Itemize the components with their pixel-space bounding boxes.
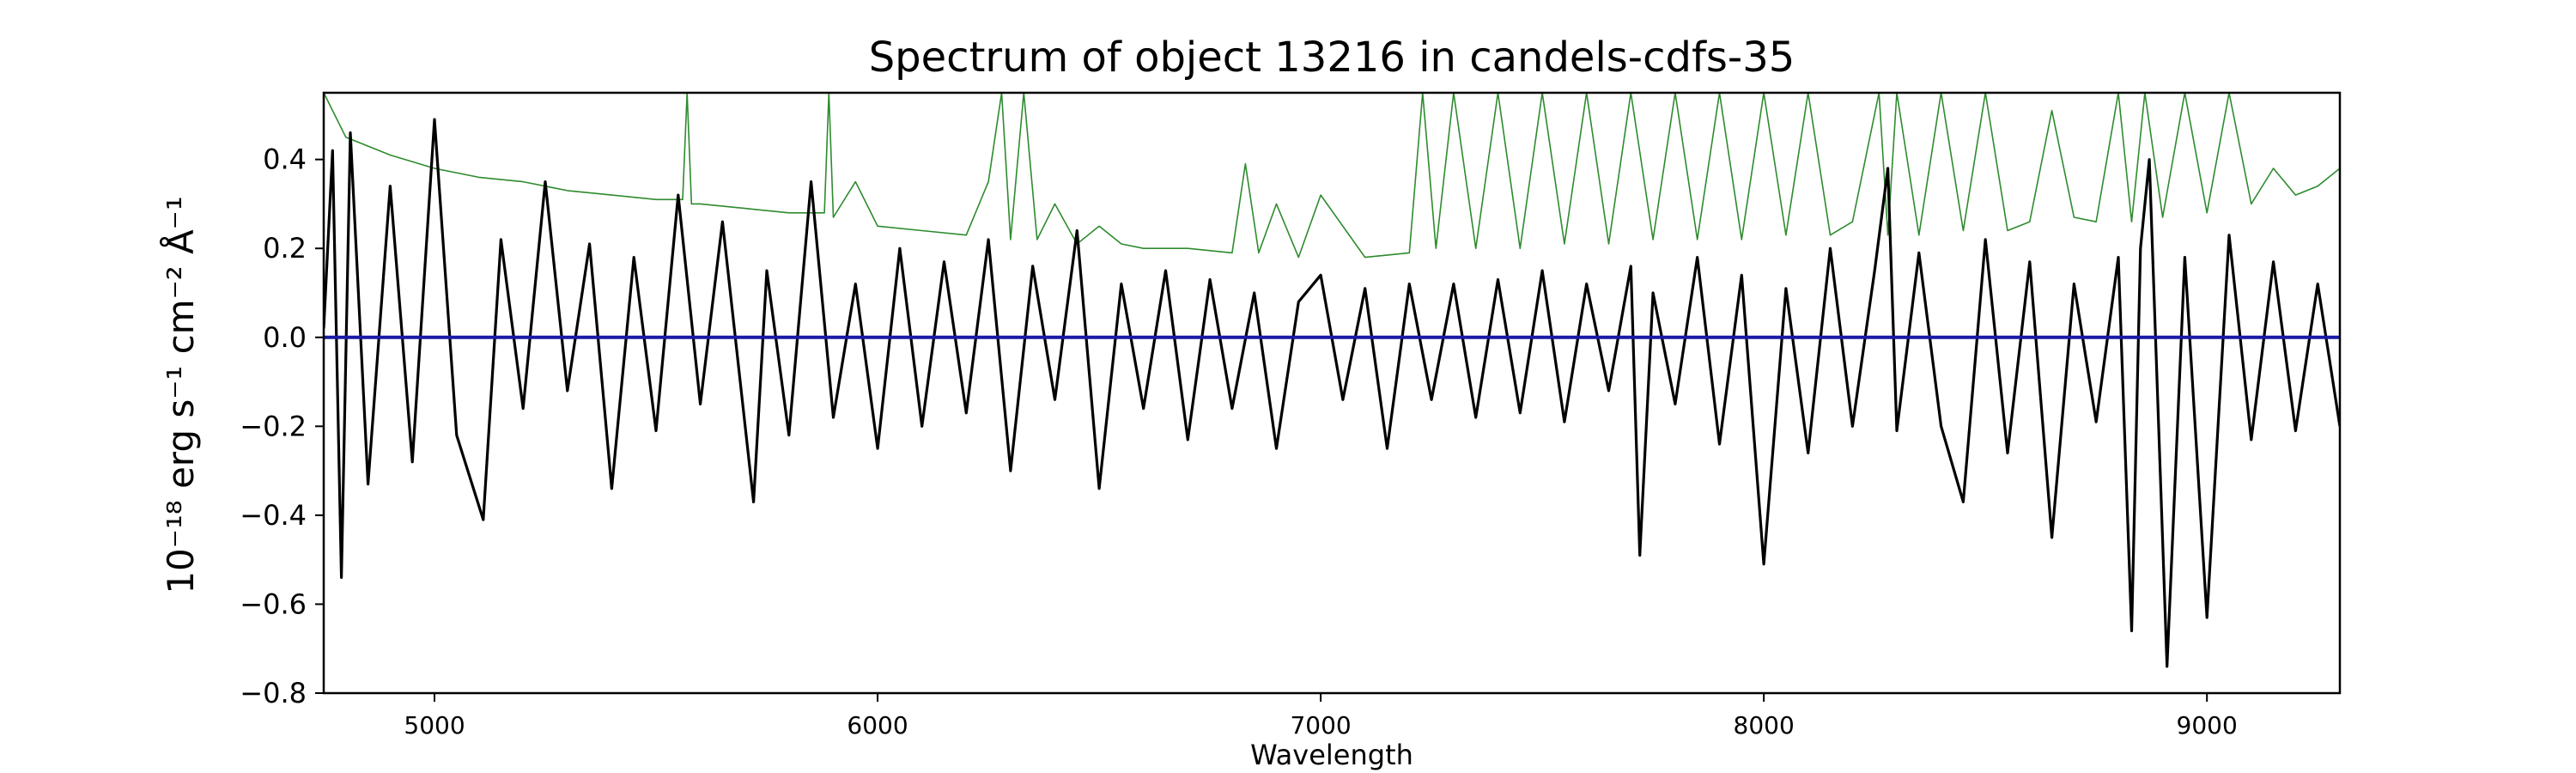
y-tick-label: 0.4 (263, 143, 307, 176)
x-axis-label: Wavelength (1250, 739, 1413, 771)
series-flux-line (324, 118, 2340, 668)
series-error-line (324, 93, 2340, 259)
y-tick-label: 0.2 (263, 232, 307, 265)
axes: 5000 6000 7000 8000 9000 −0.8 −0.6 −0.4 −0.2 0.0 0… (240, 91, 2342, 740)
x-tick-label: 8000 (1734, 711, 1795, 740)
plot-area (324, 93, 2340, 668)
y-tick-label: −0.4 (240, 499, 307, 532)
x-tick-label: 6000 (847, 711, 908, 740)
y-tick-label: −0.8 (240, 677, 307, 709)
x-tick-label: 5000 (404, 711, 465, 740)
plot-frame (322, 91, 2342, 695)
x-tick-label: 9000 (2177, 711, 2238, 740)
y-axis-label: 10⁻¹⁸ erg s⁻¹ cm⁻² Å⁻¹ (159, 196, 202, 593)
chart-title: Spectrum of object 13216 in candels-cdfs… (869, 33, 1795, 82)
x-tick-label: 7000 (1290, 711, 1351, 740)
y-tick-label: −0.6 (240, 587, 307, 620)
y-tick-label: 0.0 (263, 321, 307, 354)
y-tick-label: −0.2 (240, 410, 307, 442)
